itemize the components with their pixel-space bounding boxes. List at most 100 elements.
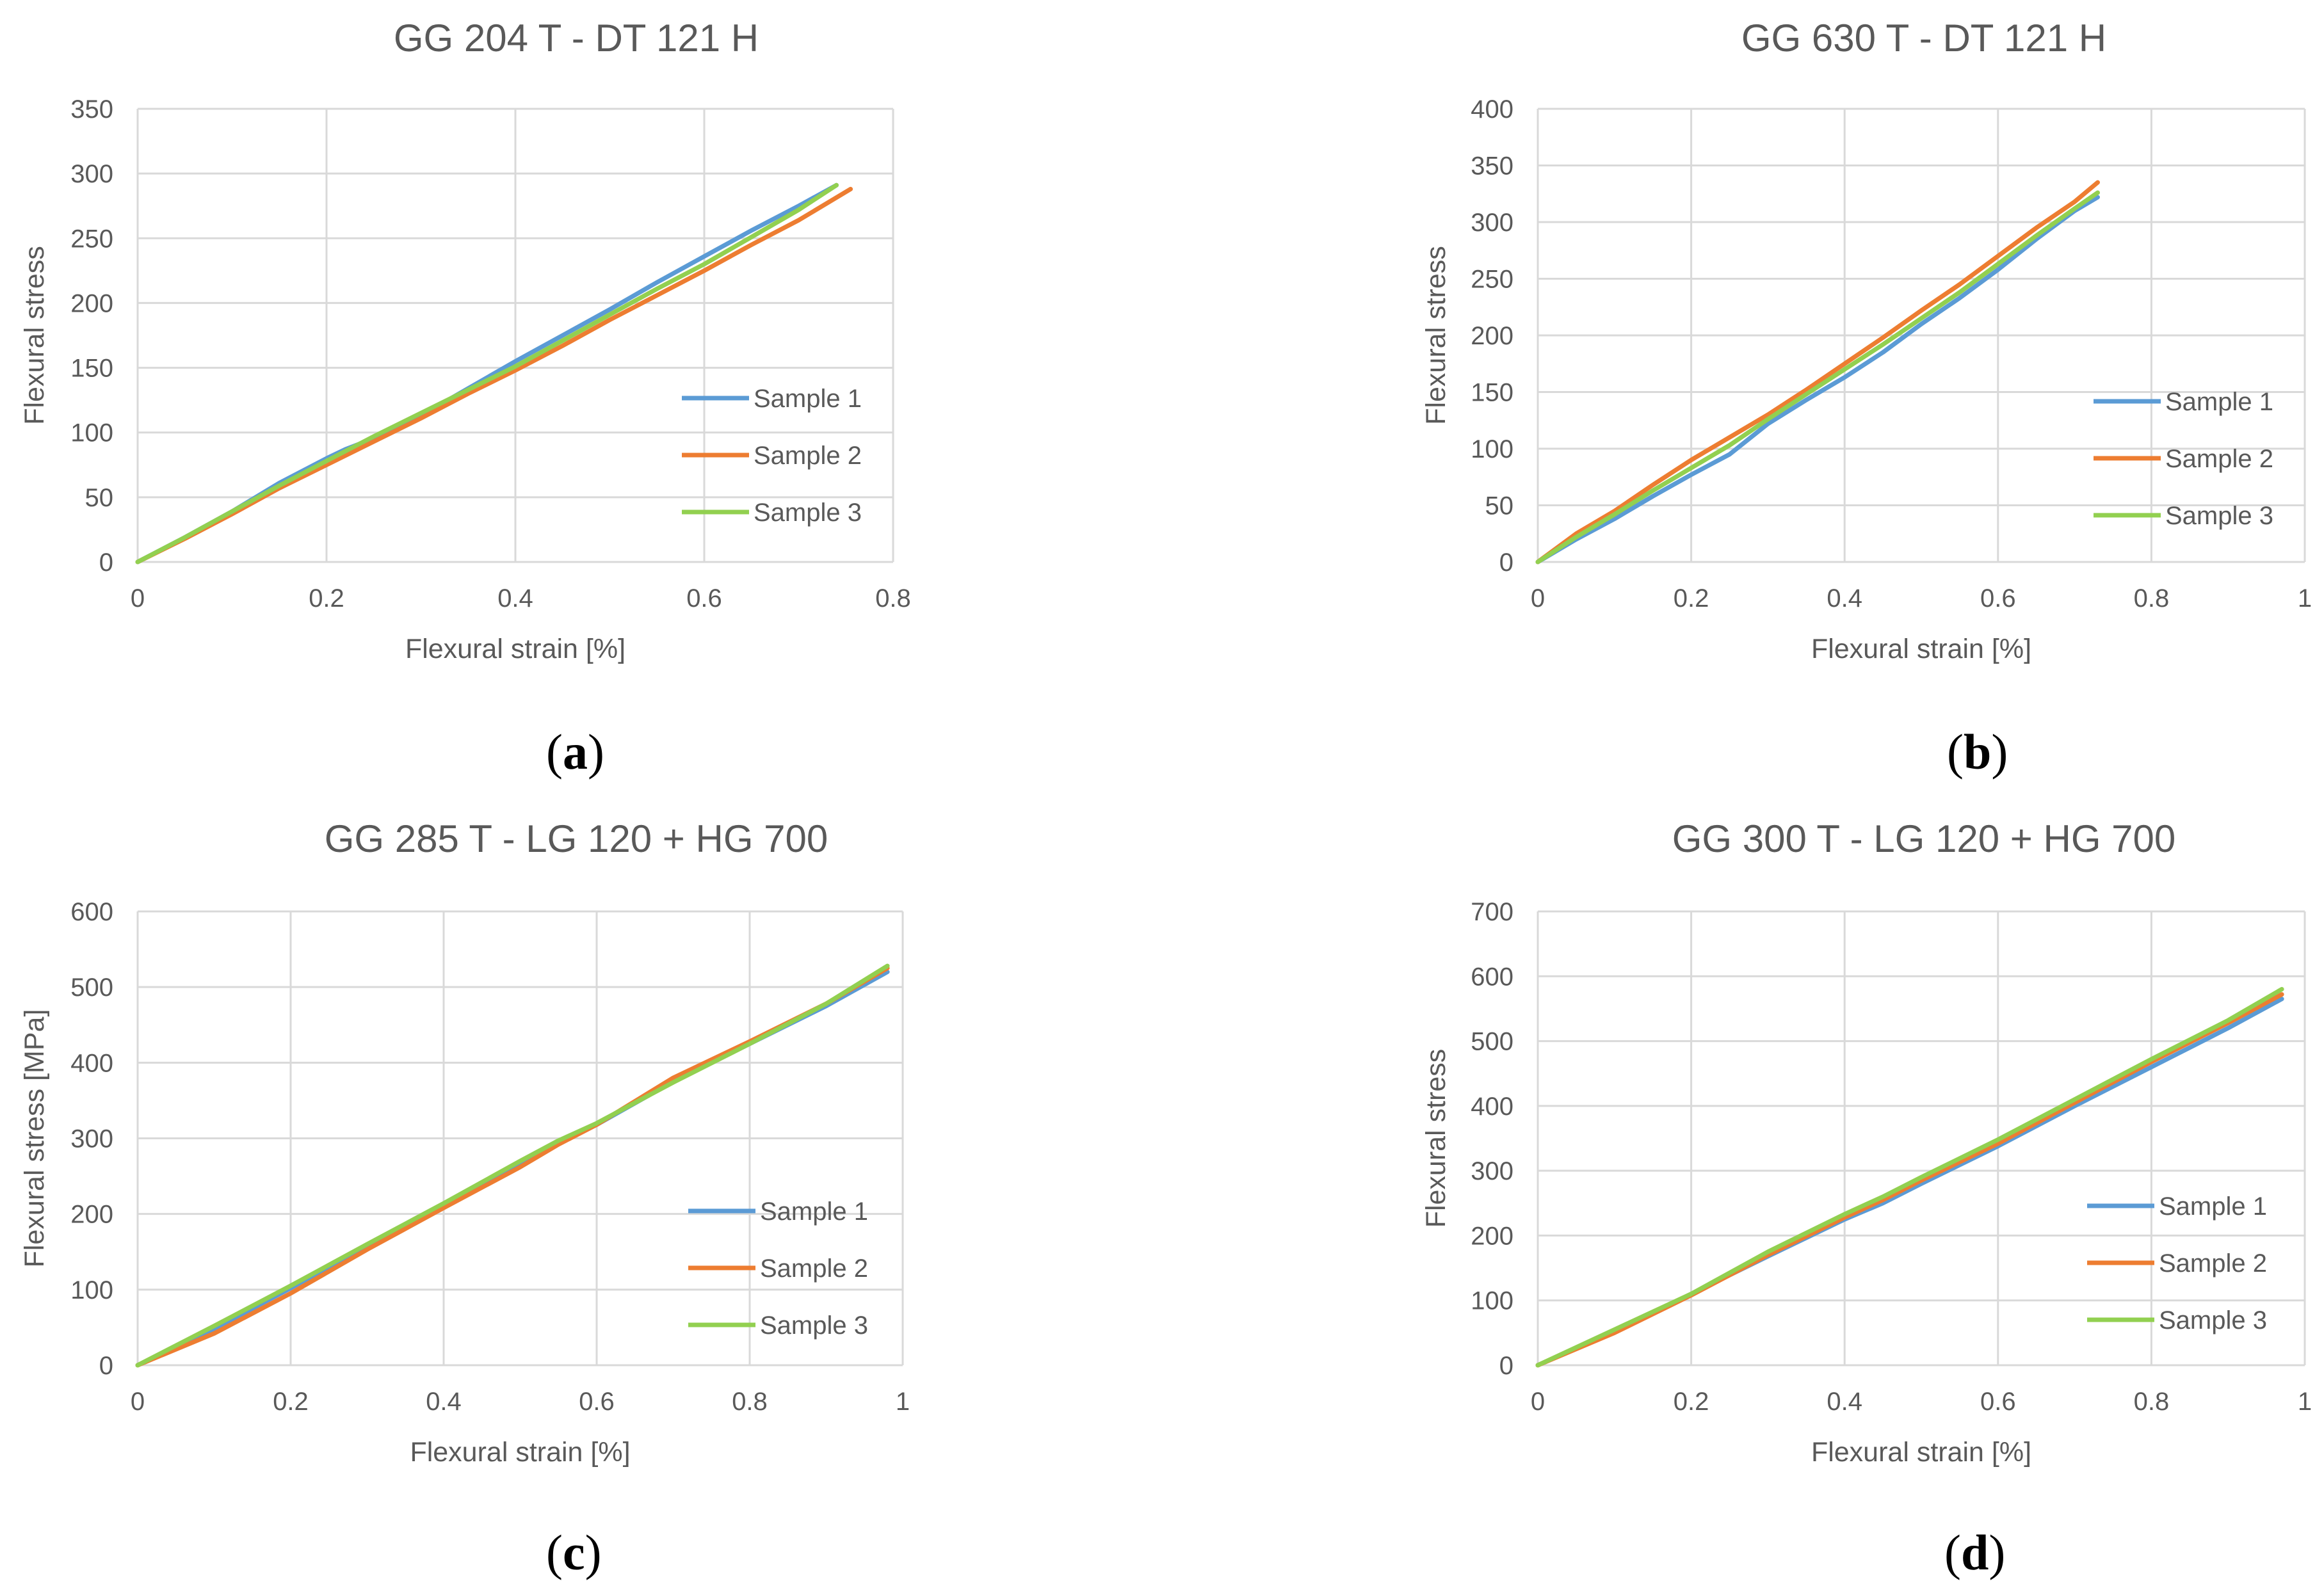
x-tick-label-b: 0.4	[1827, 584, 1862, 613]
series-line-b-sample-1	[1535, 195, 2100, 565]
caption-c-letter: c	[562, 1525, 585, 1580]
y-tick-label-b: 0	[1499, 549, 1513, 577]
x-tick-label-a: 0.8	[875, 584, 911, 613]
y-tick-label-c: 200	[70, 1201, 113, 1229]
chart-d: GG 300 T - LG 120 + HG 700 0 100 200 300 400 5…	[1421, 817, 2312, 1468]
x-axis-label-b: Flexural strain [%]	[1811, 634, 2031, 664]
chart-panel-d: GG 300 T - LG 120 + HG 700 0 100 200 300 400 5…	[1162, 798, 2324, 1595]
y-axis-label-d: Flexural stress	[1421, 1049, 1451, 1228]
x-tick-label-d: 0.4	[1827, 1388, 1862, 1416]
y-axis-label-c: Flexural stress [MPa]	[19, 1009, 50, 1268]
y-tick-label-a: 150	[70, 355, 113, 383]
x-tick-label-c: 1	[896, 1388, 910, 1416]
y-tick-label-d: 400	[1471, 1093, 1513, 1121]
x-tick-label-d: 0.8	[2134, 1388, 2170, 1416]
legend-label-a-sample-1: Sample 1	[754, 385, 862, 413]
legend-label-c-sample-2: Sample 2	[760, 1254, 868, 1283]
series-line-b-sample-3	[1535, 190, 2100, 565]
y-tick-label-b: 100	[1471, 435, 1513, 463]
y-tick-label-c: 400	[70, 1049, 113, 1077]
y-tick-label-c: 600	[70, 898, 113, 926]
x-tick-label-b: 0.6	[1980, 584, 2016, 613]
y-tick-label-b: 400	[1471, 95, 1513, 124]
caption-b: (b)	[1947, 724, 2008, 780]
x-tick-label-c: 0.2	[273, 1388, 309, 1416]
chart-title-a: GG 204 T - DT 121 H	[394, 17, 759, 60]
y-tick-label-d: 600	[1471, 963, 1513, 991]
legend-label-c-sample-3: Sample 3	[760, 1311, 868, 1340]
y-tick-label-c: 500	[70, 974, 113, 1002]
chart-panel-a: GG 204 T - DT 121 H 0 50 100 150 200 250 300 350…	[0, 0, 1162, 798]
x-tick-label-b: 0	[1531, 584, 1545, 613]
x-tick-label-a: 0.4	[497, 584, 533, 613]
y-tick-label-d: 0	[1499, 1352, 1513, 1380]
y-tick-label-a: 350	[70, 95, 113, 124]
series-line-d-sample-3	[1535, 987, 2284, 1368]
caption-d: (d)	[1944, 1525, 2006, 1580]
legend-label-a-sample-2: Sample 2	[754, 442, 862, 470]
y-tick-label-b: 150	[1471, 379, 1513, 407]
chart-c: GG 285 T - LG 120 + HG 700 0 100 200 300 400 5…	[19, 817, 910, 1468]
x-tick-label-c: 0.6	[579, 1388, 615, 1416]
x-axis-label-d: Flexural strain [%]	[1811, 1437, 2031, 1468]
y-tick-label-d: 500	[1471, 1028, 1513, 1056]
x-tick-label-c: 0.4	[426, 1388, 462, 1416]
y-tick-label-b: 50	[1485, 492, 1514, 520]
chart-panel-c: GG 285 T - LG 120 + HG 700 0 100 200 300 400 5…	[0, 798, 1162, 1595]
series-line-c-sample-3	[135, 963, 890, 1368]
x-axis-label-c: Flexural strain [%]	[410, 1437, 630, 1468]
y-tick-label-a: 50	[85, 484, 114, 512]
chart-a: GG 204 T - DT 121 H 0 50 100 150 200 250 300 350…	[19, 17, 911, 664]
y-tick-label-c: 100	[70, 1276, 113, 1304]
y-tick-label-c: 300	[70, 1125, 113, 1153]
y-tick-label-b: 350	[1471, 152, 1513, 180]
y-tick-label-b: 300	[1471, 209, 1513, 237]
y-tick-label-a: 300	[70, 160, 113, 188]
chart-title-d: GG 300 T - LG 120 + HG 700	[1672, 817, 2176, 860]
legend-label-b-sample-2: Sample 2	[2165, 445, 2273, 473]
x-tick-label-d: 0.6	[1980, 1388, 2016, 1416]
y-tick-label-b: 250	[1471, 266, 1513, 294]
y-tick-label-a: 200	[70, 289, 113, 317]
x-tick-label-a: 0.2	[309, 584, 344, 613]
chart-title-c: GG 285 T - LG 120 + HG 700	[325, 817, 828, 860]
caption-a: (a)	[546, 724, 604, 780]
caption-b-letter: b	[1963, 724, 1992, 780]
caption-d-letter: d	[1960, 1525, 1989, 1580]
y-tick-label-d: 300	[1471, 1157, 1513, 1185]
x-axis-label-a: Flexural strain [%]	[405, 634, 625, 664]
x-tick-label-b: 1	[2298, 584, 2312, 613]
y-tick-label-a: 0	[99, 549, 113, 577]
series-line-a-sample-3	[135, 182, 839, 565]
y-axis-label-a: Flexural stress	[19, 246, 50, 425]
y-tick-label-c: 0	[99, 1352, 113, 1380]
caption-c: (c)	[546, 1525, 602, 1580]
chart-title-b: GG 630 T - DT 121 H	[1741, 17, 2106, 60]
x-tick-label-a: 0.6	[686, 584, 722, 613]
x-tick-label-b: 0.8	[2134, 584, 2170, 613]
x-tick-label-b: 0.2	[1674, 584, 1709, 613]
chart-panel-b: GG 630 T - DT 121 H 0 50 100 150 200 250 300 350…	[1162, 0, 2324, 798]
legend-label-d-sample-3: Sample 3	[2159, 1306, 2267, 1335]
series-line-a-sample-2	[135, 186, 853, 565]
x-tick-label-c: 0	[131, 1388, 145, 1416]
legend-label-d-sample-2: Sample 2	[2159, 1249, 2267, 1278]
y-tick-label-a: 250	[70, 225, 113, 253]
legend-label-b-sample-1: Sample 1	[2165, 388, 2273, 416]
legend-label-c-sample-1: Sample 1	[760, 1198, 868, 1226]
y-tick-label-b: 200	[1471, 322, 1513, 350]
x-tick-label-d: 1	[2298, 1388, 2312, 1416]
series-line-b-sample-2	[1535, 180, 2100, 565]
x-tick-label-c: 0.8	[732, 1388, 768, 1416]
y-axis-label-b: Flexural stress	[1421, 246, 1451, 425]
legend-label-b-sample-3: Sample 3	[2165, 502, 2273, 530]
x-tick-label-d: 0	[1531, 1388, 1545, 1416]
chart-b: GG 630 T - DT 121 H 0 50 100 150 200 250 300 350…	[1421, 17, 2312, 664]
y-tick-label-a: 100	[70, 419, 113, 447]
y-tick-label-d: 200	[1471, 1222, 1513, 1250]
y-tick-label-d: 700	[1471, 898, 1513, 926]
x-tick-label-a: 0	[131, 584, 145, 613]
legend-label-d-sample-1: Sample 1	[2159, 1192, 2267, 1221]
legend-label-a-sample-3: Sample 3	[754, 499, 862, 527]
y-tick-label-d: 100	[1471, 1287, 1513, 1315]
